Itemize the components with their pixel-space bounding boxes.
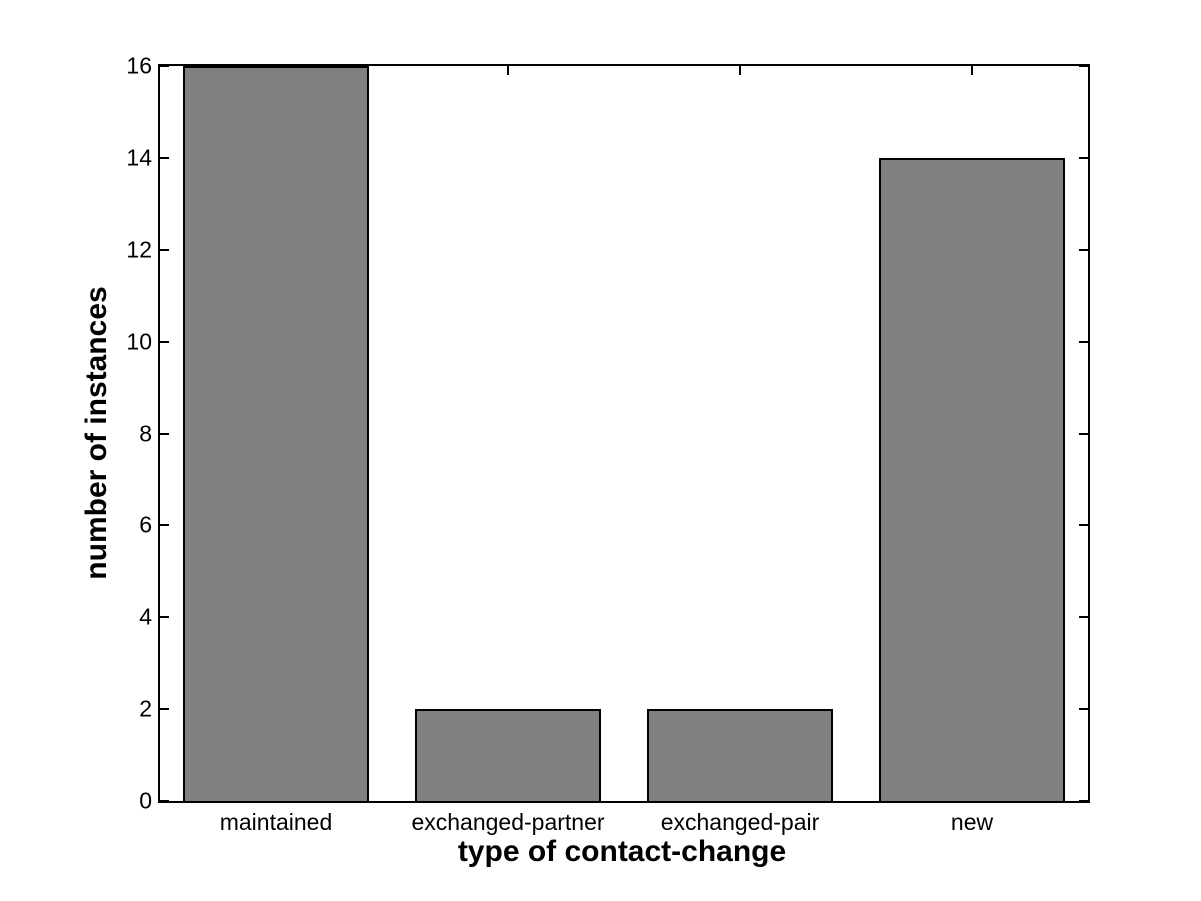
y-tick-label-16: 16: [126, 52, 152, 79]
category-label-maintained: maintained: [219, 809, 333, 835]
y-tick-left-6: [160, 524, 169, 526]
y-tick-label-14: 14: [126, 144, 152, 171]
x-axis-label: type of contact-change: [457, 835, 787, 868]
y-tick-right-2: [1079, 708, 1088, 710]
category-label-new: new: [950, 809, 994, 835]
y-tick-left-2: [160, 708, 169, 710]
category-label-exchanged-partner: exchanged-partner: [411, 809, 605, 835]
x-tick-top-new: [971, 66, 973, 75]
y-tick-left-10: [160, 341, 169, 343]
y-tick-right-8: [1079, 433, 1088, 435]
y-tick-label-4: 4: [139, 603, 152, 630]
y-tick-left-12: [160, 249, 169, 251]
y-tick-left-4: [160, 616, 169, 618]
x-tick-top-exchanged-partner: [507, 66, 509, 75]
y-tick-label-10: 10: [126, 328, 152, 355]
bar-exchanged-pair: [647, 709, 833, 801]
y-tick-right-16: [1079, 65, 1088, 67]
y-tick-right-6: [1079, 524, 1088, 526]
bar-maintained: [183, 66, 369, 801]
bar-new: [879, 158, 1065, 801]
y-tick-right-0: [1079, 800, 1088, 802]
y-tick-label-6: 6: [139, 511, 152, 538]
y-tick-left-8: [160, 433, 169, 435]
y-tick-label-8: 8: [139, 420, 152, 447]
x-tick-top-exchanged-pair: [739, 66, 741, 75]
y-tick-left-14: [160, 157, 169, 159]
y-tick-right-10: [1079, 341, 1088, 343]
bar-exchanged-partner: [415, 709, 601, 801]
category-label-exchanged-pair: exchanged-pair: [660, 809, 820, 835]
plot-area: [158, 64, 1090, 803]
y-tick-right-4: [1079, 616, 1088, 618]
y-tick-left-0: [160, 800, 169, 802]
y-tick-right-12: [1079, 249, 1088, 251]
y-tick-label-2: 2: [139, 695, 152, 722]
y-tick-label-12: 12: [126, 236, 152, 263]
y-tick-right-14: [1079, 157, 1088, 159]
y-tick-label-0: 0: [139, 787, 152, 814]
y-tick-left-16: [160, 65, 169, 67]
